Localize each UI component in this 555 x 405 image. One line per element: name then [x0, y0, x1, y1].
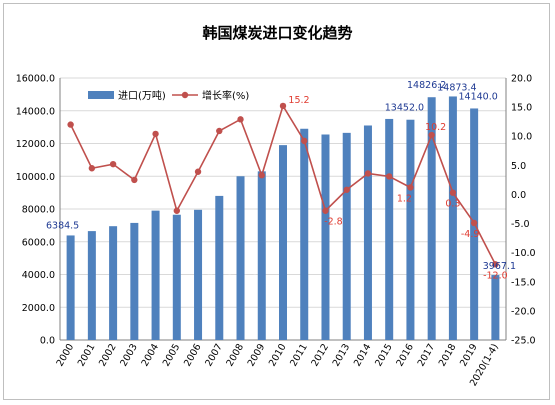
bar-data-label: 14826.2 [407, 80, 446, 91]
legend-swatch-growth-marker [181, 91, 189, 99]
legend-swatch-imports [88, 91, 114, 99]
bar [151, 210, 160, 340]
bar-data-label: 14140.0 [458, 91, 497, 102]
x-axis-tick-label: 2009 [246, 342, 268, 368]
bar [300, 128, 309, 340]
right-axis-tick-label: 5.0 [511, 161, 526, 172]
x-axis-tick-label: 2018 [437, 342, 459, 368]
right-axis-tick-label: 15.0 [511, 103, 532, 114]
bar [427, 97, 436, 340]
line-point [67, 121, 74, 128]
x-axis-tick-label: 2014 [352, 342, 374, 368]
line-point [216, 127, 223, 135]
x-axis-tick-label: 2013 [331, 342, 353, 368]
line-point [449, 189, 457, 196]
line-data-label: -4.9 [461, 229, 480, 240]
right-axis-tick-label: -10.0 [511, 248, 536, 259]
bar [130, 222, 139, 340]
x-axis-tick-label: 2006 [182, 342, 204, 368]
line-point [322, 207, 329, 214]
bar-data-label: 14873.4 [437, 82, 476, 93]
line-data-label: 15.2 [288, 95, 309, 106]
line-point [301, 137, 308, 145]
right-axis-tick-label: -20.0 [511, 306, 536, 317]
bar [342, 132, 351, 340]
bar [491, 275, 500, 340]
line-data-label: -2.8 [324, 217, 343, 228]
line-data-label: 1.2 [397, 193, 412, 204]
bar [406, 119, 415, 340]
line-data-label: 0.3 [445, 199, 460, 210]
bar [385, 118, 394, 340]
line-point [385, 173, 393, 180]
x-axis-tick-label: 2005 [161, 342, 183, 368]
line-point [258, 172, 265, 179]
line-point [470, 219, 478, 227]
line-point [152, 130, 159, 138]
line-point [109, 160, 117, 168]
left-axis-tick-label: 10000.0 [16, 172, 55, 183]
x-axis-tick-label: 2001 [76, 342, 98, 368]
bar [363, 125, 372, 340]
line-point [428, 131, 435, 139]
left-axis-tick-label: 4000.0 [22, 270, 55, 281]
x-axis-tick-label: 2017 [416, 342, 438, 368]
line-point [131, 176, 138, 184]
x-axis-tick-label: 2003 [118, 342, 140, 368]
x-axis-tick-label: 2004 [140, 342, 162, 368]
legend-label-imports: 进口(万吨) [118, 89, 166, 102]
line-data-label: 10.2 [425, 122, 446, 133]
legend-label-growth: 增长率(%) [202, 89, 249, 102]
x-axis-tick-label: 2002 [97, 342, 119, 368]
line-point [194, 168, 202, 175]
bar [448, 96, 457, 340]
bar-data-label: 6384.5 [46, 220, 79, 231]
x-axis-tick-label: 2010 [267, 342, 289, 368]
x-axis-tick-label: 2011 [288, 342, 310, 368]
bar-data-label: 3967.1 [483, 261, 516, 272]
bar-data-label: 13452.0 [385, 103, 424, 114]
bar [215, 195, 224, 340]
left-axis-tick-label: 2000.0 [22, 303, 55, 314]
right-axis-tick-label: -15.0 [511, 277, 536, 288]
left-axis-tick-label: 12000.0 [16, 139, 55, 150]
bar [66, 235, 75, 340]
x-axis-tick-label: 2000 [55, 342, 77, 368]
left-axis-tick-label: 14000.0 [16, 106, 55, 117]
line-point [279, 102, 287, 110]
x-axis-tick-label: 2012 [309, 342, 331, 368]
line-point [492, 261, 499, 268]
line-point [88, 165, 96, 172]
left-axis-tick-label: 8000.0 [22, 205, 55, 216]
bar [279, 145, 287, 340]
bar [109, 226, 118, 340]
x-axis-tick-label: 2008 [225, 342, 247, 368]
line-point [173, 207, 181, 214]
right-axis-tick-label: 20.0 [511, 74, 532, 85]
line-point [364, 170, 372, 177]
line-point [343, 186, 350, 193]
line-point [407, 184, 414, 191]
line-data-label: -12.0 [483, 270, 508, 281]
x-axis-tick-label: 2019 [458, 342, 480, 368]
x-axis-tick-label: 2016 [394, 342, 416, 368]
bar [172, 214, 181, 340]
left-axis-tick-label: 6000.0 [22, 237, 55, 248]
right-axis-tick-label: 0.0 [511, 190, 526, 201]
right-axis-tick-label: -25.0 [511, 336, 536, 347]
x-axis-tick-label: 2007 [203, 342, 225, 368]
bar [236, 176, 245, 340]
chart-title: 韩国煤炭进口变化趋势 [202, 24, 353, 42]
left-axis-tick-label: 0.0 [40, 336, 55, 347]
left-axis-tick-label: 16000.0 [16, 74, 55, 85]
bar [257, 171, 266, 340]
line-point [237, 116, 244, 123]
bar [87, 231, 96, 340]
x-axis-tick-label: 2015 [373, 342, 395, 368]
right-axis-tick-label: 10.0 [511, 132, 532, 143]
bar [321, 134, 330, 340]
right-axis-tick-label: -5.0 [511, 219, 530, 230]
bar [194, 209, 203, 340]
